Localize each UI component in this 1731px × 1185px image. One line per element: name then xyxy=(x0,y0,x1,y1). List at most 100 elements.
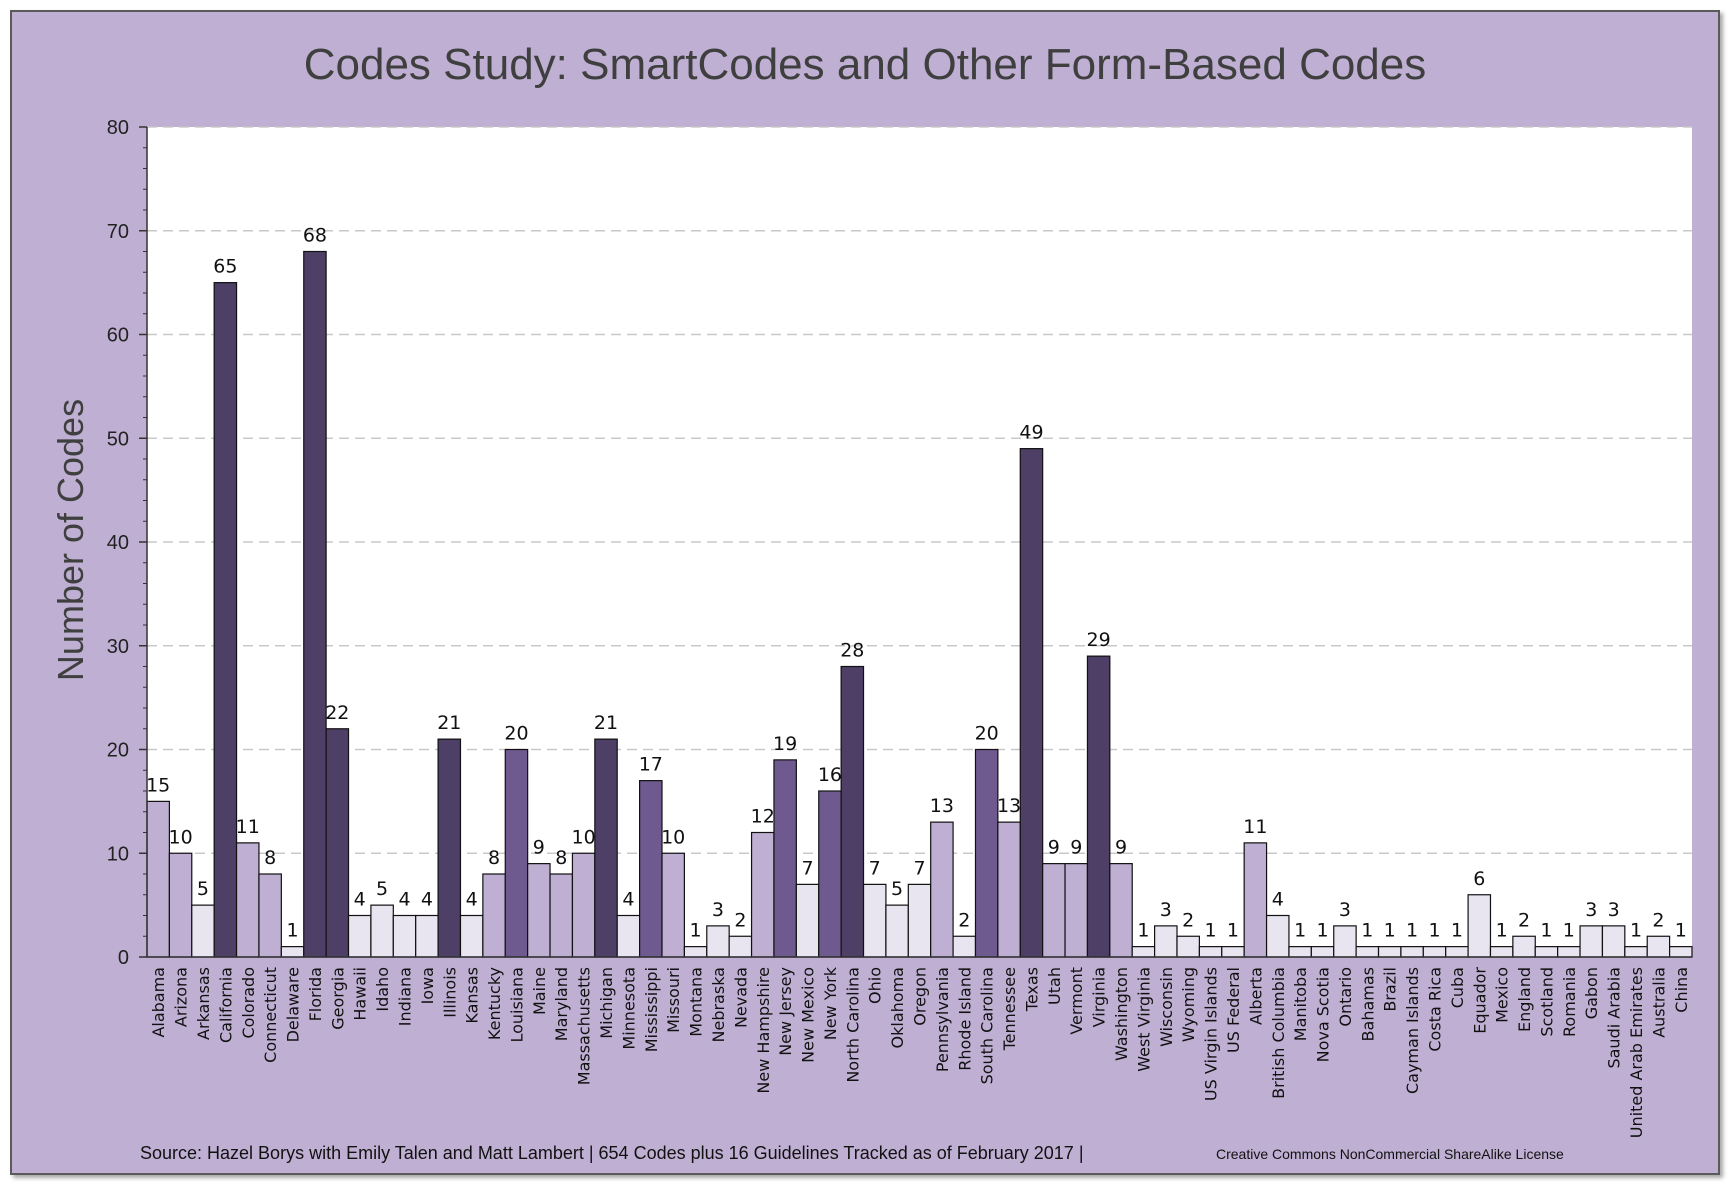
x-tick-label: Australia xyxy=(1649,967,1668,1038)
data-label: 1 xyxy=(1496,920,1508,942)
bar-wisconsin xyxy=(1154,925,1178,958)
bar-michigan xyxy=(594,738,618,958)
x-tick-label: California xyxy=(216,967,235,1043)
x-tick-label: Ontario xyxy=(1336,967,1355,1027)
y-tick-label: 50 xyxy=(107,428,129,450)
data-label: 8 xyxy=(488,847,500,869)
x-tick-label: West Virginia xyxy=(1134,967,1153,1072)
data-label: 1 xyxy=(1406,920,1418,942)
bar-nebraska xyxy=(706,925,730,958)
x-tick-label: Scotland xyxy=(1537,967,1556,1037)
data-label: 5 xyxy=(891,878,903,900)
data-label: 4 xyxy=(421,889,433,911)
bar-pennsylvania xyxy=(930,821,954,958)
bar-wyoming xyxy=(1176,935,1200,958)
y-tick-label: 30 xyxy=(107,636,129,658)
bar-mississippi xyxy=(639,780,663,958)
x-tick-label: Alabama xyxy=(149,967,168,1038)
data-label: 1 xyxy=(1316,920,1328,942)
y-tick-label: 40 xyxy=(107,532,129,554)
bar-us-virgin-islands xyxy=(1198,946,1223,958)
x-tick-label: New Mexico xyxy=(799,967,818,1063)
data-label: 1 xyxy=(1361,920,1373,942)
data-label: 1 xyxy=(1205,920,1217,942)
x-tick-label: Gabon xyxy=(1582,967,1601,1019)
x-tick-label: US Federal xyxy=(1224,967,1243,1053)
y-tick-label: 60 xyxy=(107,325,129,347)
data-label: 2 xyxy=(1518,909,1530,931)
bar-new-york xyxy=(818,790,842,958)
bar-hawaii xyxy=(347,914,372,958)
data-label: 28 xyxy=(840,640,864,662)
data-label: 1 xyxy=(1227,920,1239,942)
axes: 0 10 20 30 40 50 60 70 80 xyxy=(107,117,1692,969)
bar-bahamas xyxy=(1355,946,1380,958)
data-label: 11 xyxy=(1243,816,1267,838)
bar-ohio xyxy=(862,883,887,958)
x-tick-label: Florida xyxy=(306,967,325,1021)
bar-oklahoma xyxy=(885,904,909,958)
data-label: 1 xyxy=(1294,920,1306,942)
bar-louisiana xyxy=(504,748,529,958)
x-tick-label: Illinois xyxy=(440,967,459,1018)
data-label: 49 xyxy=(1019,422,1043,444)
bar-cuba xyxy=(1445,946,1469,958)
x-tick-label: Michigan xyxy=(597,967,616,1039)
x-tick-label: Texas xyxy=(1022,967,1041,1012)
bar-cayman-islands xyxy=(1400,946,1424,958)
bar-georgia xyxy=(325,728,350,958)
x-tick-label: South Carolina xyxy=(978,967,997,1084)
bar-rhode-island xyxy=(952,935,977,958)
data-label: 5 xyxy=(197,878,209,900)
bar-maryland xyxy=(549,873,574,958)
data-label: 3 xyxy=(1339,899,1351,921)
y-tick-label: 10 xyxy=(107,843,129,865)
source-text: Source: Hazel Borys with Emily Talen and… xyxy=(140,1143,1084,1163)
x-tick-label: Oregon xyxy=(911,967,930,1026)
x-tick-label: Kansas xyxy=(463,967,482,1024)
bar-tennessee xyxy=(997,821,1021,958)
data-label: 22 xyxy=(325,702,349,724)
x-tick-label: Romania xyxy=(1560,967,1579,1037)
data-label: 1 xyxy=(1428,920,1440,942)
data-label: 13 xyxy=(930,795,954,817)
data-label: 29 xyxy=(1087,629,1111,651)
bar-australia xyxy=(1646,935,1671,958)
data-label: 1 xyxy=(1137,920,1149,942)
bar-england xyxy=(1512,935,1536,958)
x-tick-label: Rhode Island xyxy=(955,967,974,1071)
data-label: 10 xyxy=(168,826,192,848)
data-label: 9 xyxy=(1070,837,1082,859)
x-tick-label: Tennessee xyxy=(1000,967,1019,1051)
bar-idaho xyxy=(370,904,394,958)
bar-kansas xyxy=(459,914,484,958)
data-label: 3 xyxy=(712,899,724,921)
data-label: 7 xyxy=(801,857,813,879)
y-tick-label: 20 xyxy=(107,740,129,762)
bar-utah xyxy=(1042,863,1066,958)
x-tick-label: Cuba xyxy=(1448,967,1467,1008)
data-label: 2 xyxy=(1182,909,1194,931)
data-label: 19 xyxy=(773,733,797,755)
data-label: 1 xyxy=(1540,920,1552,942)
x-tick-label: Alberta xyxy=(1246,967,1265,1025)
bar-connecticut xyxy=(258,873,282,958)
license-text: Creative Commons NonCommercial ShareAlik… xyxy=(1216,1146,1564,1162)
x-tick-label: Georgia xyxy=(328,967,347,1030)
bar-costa-rica xyxy=(1422,946,1447,958)
data-label: 4 xyxy=(622,889,634,911)
x-tick-label: Manitoba xyxy=(1291,967,1310,1041)
bar-ontario xyxy=(1333,925,1357,958)
bar-illinois xyxy=(437,738,462,958)
x-tick-label: Montana xyxy=(687,967,706,1037)
x-tick-label: Maryland xyxy=(552,967,571,1041)
bar-alberta xyxy=(1243,842,1268,958)
data-label: 2 xyxy=(1652,909,1664,931)
data-label: 8 xyxy=(264,847,276,869)
data-label: 10 xyxy=(661,826,685,848)
data-label: 1 xyxy=(1384,920,1396,942)
bar-equador xyxy=(1467,894,1492,958)
data-label: 17 xyxy=(639,754,663,776)
x-tick-label: North Carolina xyxy=(843,967,862,1083)
